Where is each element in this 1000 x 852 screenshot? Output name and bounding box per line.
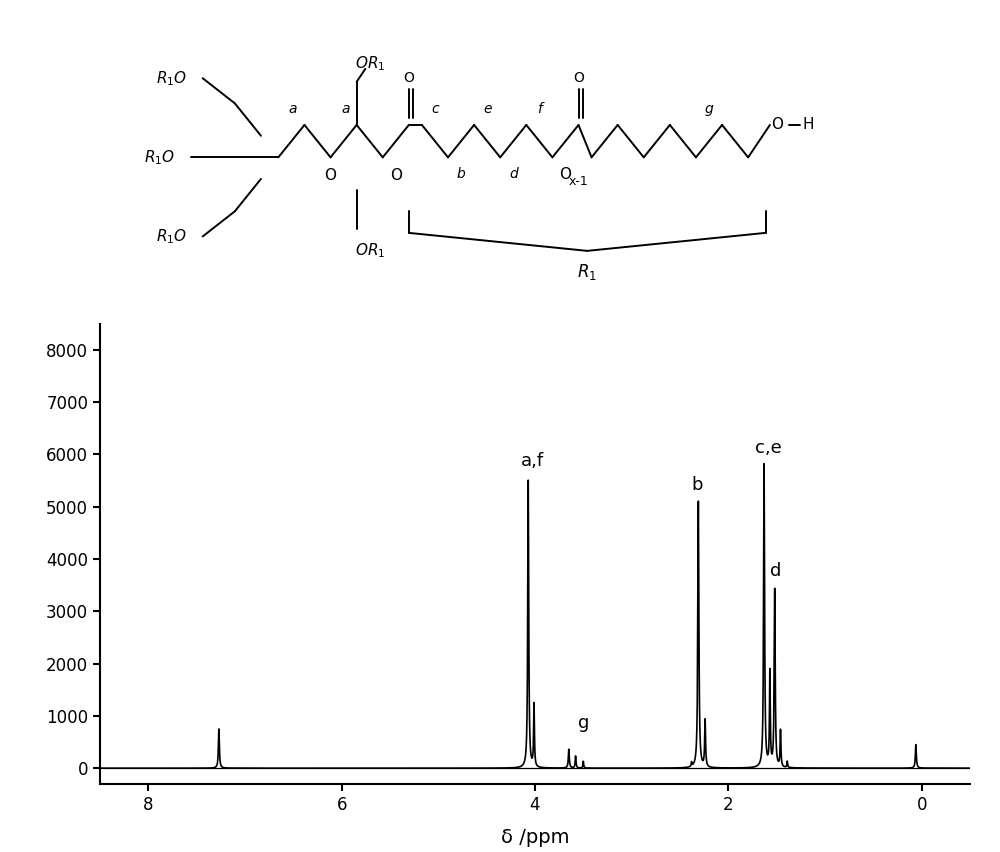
Text: d: d: [509, 167, 518, 181]
Text: g: g: [705, 102, 713, 117]
Text: O: O: [771, 118, 783, 132]
Text: e: e: [483, 102, 491, 117]
Text: x-1: x-1: [569, 176, 588, 188]
Text: $R_1O$: $R_1O$: [156, 227, 187, 246]
Text: $R_1$: $R_1$: [577, 262, 597, 282]
Text: g: g: [578, 714, 589, 732]
Text: d: d: [770, 562, 781, 580]
Text: $R_1O$: $R_1O$: [156, 69, 187, 88]
Text: $R_1O$: $R_1O$: [144, 148, 175, 167]
X-axis label: δ /ppm: δ /ppm: [501, 827, 569, 847]
Text: H: H: [802, 118, 814, 132]
Text: O: O: [325, 168, 337, 183]
Text: c,e: c,e: [755, 439, 782, 457]
Text: b: b: [457, 167, 465, 181]
Text: a: a: [341, 102, 350, 117]
Text: c: c: [431, 102, 439, 117]
Text: $OR_1$: $OR_1$: [355, 241, 385, 260]
Text: O: O: [573, 72, 584, 85]
Text: b: b: [692, 475, 703, 493]
Text: O: O: [559, 167, 571, 181]
Text: O: O: [403, 72, 414, 85]
Text: f: f: [537, 102, 542, 117]
Text: $OR_1$: $OR_1$: [355, 55, 385, 73]
Text: a: a: [289, 102, 297, 117]
Text: a,f: a,f: [520, 452, 544, 470]
Text: O: O: [390, 168, 402, 183]
